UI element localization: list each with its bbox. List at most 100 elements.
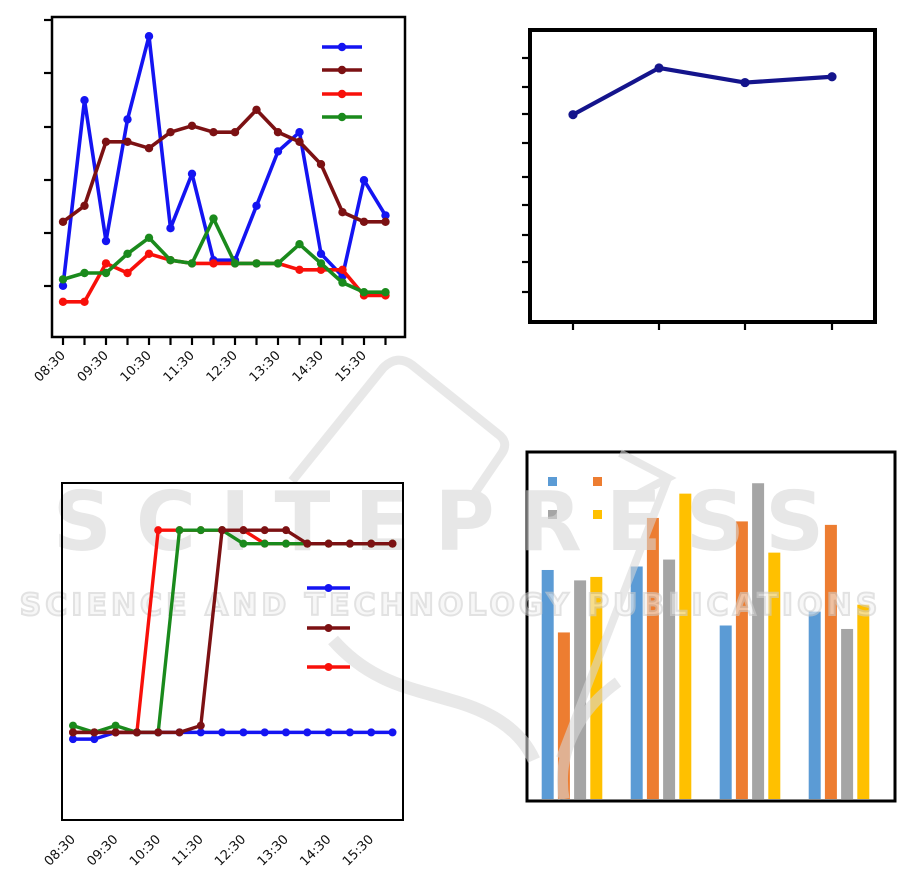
- blue-series-marker: [367, 728, 376, 737]
- dark-red-series-marker: [132, 728, 141, 737]
- x-tick-label: 08:30: [32, 348, 69, 385]
- dark-red-series-marker: [316, 160, 326, 169]
- green-series-marker: [273, 259, 283, 268]
- navy-series-line: [571, 65, 833, 117]
- dark-red-series-marker: [324, 539, 333, 548]
- dark-red-series-marker: [230, 128, 240, 137]
- green-series-marker: [230, 259, 240, 268]
- green-series-marker: [381, 288, 390, 297]
- gray-bar: [841, 628, 854, 799]
- red-series-marker: [123, 268, 132, 278]
- dark-red-series-marker: [345, 539, 354, 548]
- green-series-marker: [252, 259, 261, 268]
- red-series-marker: [154, 526, 163, 535]
- blue-bar: [719, 625, 732, 799]
- dark-red-legend-marker: [324, 624, 333, 632]
- green-series-marker: [282, 539, 290, 548]
- x-tick-label: 13:30: [247, 348, 284, 385]
- top-left-line-chart: 08:30 09:30 10:30 11:30 12:30 13:30 14:30 15:30: [32, 15, 407, 385]
- dark-red-series-marker: [282, 526, 290, 535]
- dark-red-series-marker: [166, 128, 175, 137]
- yellow-bar: [768, 552, 781, 799]
- dark-red-series-marker: [58, 217, 68, 226]
- dark-red-series-marker: [90, 728, 99, 737]
- dark-red-series-marker: [80, 201, 89, 210]
- bottom-left-line-chart: 08:30 09:30 10:30 11:30 12:30 13:30 14:30 15:30: [42, 482, 404, 869]
- dark-red-series-marker: [388, 539, 397, 548]
- x-tick-label: 08:30: [42, 832, 79, 869]
- dark-red-series-marker: [252, 105, 261, 115]
- x-tick-label: 10:30: [118, 348, 155, 385]
- blue-legend-marker: [337, 42, 347, 52]
- blue-series-marker: [316, 249, 326, 258]
- bottom-right-chart-frame: [525, 450, 897, 803]
- blue-series-marker: [58, 281, 68, 290]
- blue-series-marker: [260, 728, 269, 737]
- orange-bar: [735, 521, 748, 799]
- red-series-line: [73, 528, 393, 735]
- blue-series-marker: [101, 236, 111, 246]
- dark-red-series-marker: [196, 721, 205, 730]
- blue-series-marker: [80, 96, 89, 105]
- dark-red-series-marker: [111, 728, 120, 737]
- green-series-marker: [260, 539, 269, 548]
- x-tick-label: 09:30: [75, 348, 112, 385]
- dark-red-legend-marker: [337, 65, 347, 75]
- blue-series-marker: [359, 176, 369, 185]
- green-series-marker: [295, 240, 304, 249]
- blue-series-marker: [239, 728, 248, 737]
- blue-series-marker: [282, 728, 290, 737]
- blue-series-marker: [345, 728, 354, 737]
- dark-red-series-marker: [101, 137, 111, 146]
- green-series-line: [62, 216, 386, 295]
- green-series-marker: [58, 275, 68, 284]
- dark-red-series-line: [73, 528, 393, 735]
- dark-red-series-marker: [209, 128, 218, 137]
- x-tick-label: 14:30: [297, 832, 334, 869]
- dark-red-series-marker: [359, 217, 369, 226]
- x-tick-label: 15:30: [333, 348, 370, 385]
- blue-series-marker: [123, 115, 132, 124]
- blue-bar: [541, 569, 554, 799]
- gray-bar: [752, 483, 765, 799]
- x-tick-label: 13:30: [255, 832, 292, 869]
- green-series-marker: [111, 721, 120, 730]
- red-series-marker: [144, 249, 154, 258]
- x-tick-label: 10:30: [127, 832, 164, 869]
- blue-series-marker: [324, 728, 333, 737]
- bottom-left-chart-frame: [61, 482, 404, 821]
- green-series-marker: [175, 526, 184, 535]
- dark-red-series-marker: [175, 728, 184, 737]
- x-tick-label: 11:30: [170, 832, 207, 869]
- dark-red-series-marker: [69, 728, 77, 737]
- blue-series-marker: [303, 728, 312, 737]
- orange-bar: [824, 524, 837, 799]
- x-tick-label: 12:30: [212, 832, 249, 869]
- red-series-line: [63, 252, 386, 304]
- green-series-marker: [196, 526, 205, 535]
- blue-series-marker: [166, 224, 175, 233]
- x-tick-label: 12:30: [204, 348, 241, 385]
- blue-series-marker: [196, 728, 205, 737]
- dark-red-series-marker: [218, 526, 227, 535]
- navy-series-marker: [740, 77, 750, 88]
- gray-legend-swatch: [548, 510, 557, 519]
- blue-series-marker: [69, 735, 77, 744]
- red-series-marker: [295, 265, 304, 274]
- blue-series-line: [61, 34, 388, 287]
- dark-red-series-marker: [303, 539, 312, 548]
- green-series-marker: [359, 288, 369, 297]
- green-series-marker: [187, 259, 197, 268]
- blue-series-marker: [90, 735, 99, 744]
- navy-series-marker: [827, 72, 837, 82]
- blue-legend-swatch: [548, 477, 557, 486]
- dark-red-series-marker: [154, 728, 163, 737]
- green-series-marker: [209, 214, 218, 223]
- dark-red-series-marker: [295, 137, 304, 146]
- blue-bar: [808, 611, 821, 799]
- green-series-marker: [316, 259, 326, 268]
- dark-red-series-marker: [367, 539, 376, 548]
- x-tick-label: 14:30: [290, 348, 327, 385]
